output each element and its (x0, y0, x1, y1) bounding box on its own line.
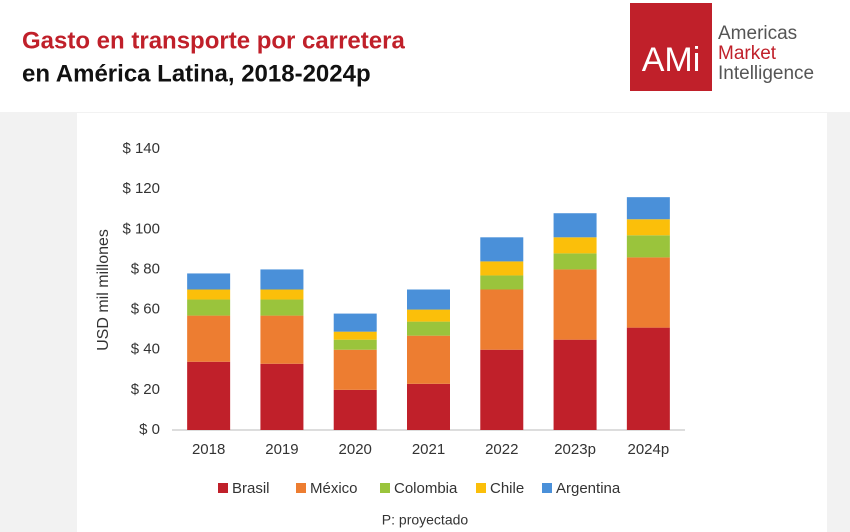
y-tick-label: $ 20 (131, 381, 160, 398)
bar-segment (333, 339, 377, 350)
y-tick-label: $ 40 (131, 341, 160, 358)
x-tick-label: 2019 (265, 441, 298, 458)
legend-label: Argentina (556, 480, 621, 497)
logo-line: Americas (718, 23, 797, 44)
bar-segment (553, 269, 597, 340)
bar-segment (626, 235, 670, 258)
bar-segment (626, 257, 670, 328)
bar-segment (626, 197, 670, 220)
logo-box (630, 3, 712, 91)
bar-segment (187, 299, 231, 316)
bar-segment (407, 289, 450, 310)
bar-segment (407, 335, 450, 384)
x-tick-label: 2023p (554, 441, 596, 458)
bar-segment (333, 313, 377, 332)
legend-swatch (542, 483, 552, 493)
bar-segment (260, 269, 304, 290)
bar-segment (260, 289, 304, 300)
bar-segment (260, 363, 304, 430)
y-axis-label: USD mil millones (95, 229, 112, 351)
logo-mark: AMi (642, 41, 701, 79)
y-tick-label: $ 100 (122, 220, 160, 237)
bar-segment (553, 237, 597, 254)
y-tick-label: $ 0 (139, 421, 160, 438)
legend-swatch (380, 483, 390, 493)
bar-segment (626, 327, 670, 430)
bar-segment (480, 237, 524, 262)
bar-segment (333, 389, 377, 430)
note: P: proyectado (382, 512, 469, 528)
legend-label: México (310, 480, 358, 497)
bar-segment (407, 383, 450, 430)
x-tick-label: 2022 (485, 441, 518, 458)
bar-segment (626, 219, 670, 236)
y-tick-label: $ 120 (122, 180, 160, 197)
bar-segment (407, 321, 450, 336)
bar-segment (553, 213, 597, 238)
bar-segment (553, 253, 597, 270)
logo-line: Intelligence (718, 63, 814, 84)
y-tick-label: $ 60 (131, 301, 160, 318)
bar-segment (187, 315, 231, 362)
legend-label: Brasil (232, 480, 270, 497)
legend-swatch (218, 483, 228, 493)
legend-label: Chile (490, 480, 524, 497)
bar-segment (333, 349, 377, 390)
legend-swatch (476, 483, 486, 493)
bar-segment (260, 299, 304, 316)
x-tick-label: 2020 (339, 441, 372, 458)
bar-segment (187, 273, 231, 290)
x-tick-label: 2021 (412, 441, 445, 458)
legend-swatch (296, 483, 306, 493)
bar-segment (187, 361, 231, 430)
bar-segment (480, 289, 524, 350)
bar-segment (480, 349, 524, 430)
chart-subtitle: en América Latina, 2018-2024p (22, 60, 371, 87)
bar-segment (553, 339, 597, 430)
bar-segment (407, 309, 450, 322)
bar-segment (260, 315, 304, 364)
bar-segment (187, 289, 231, 300)
y-tick-label: $ 140 (122, 140, 160, 157)
legend-label: Colombia (394, 480, 458, 497)
chart-title: Gasto en transporte por carretera (22, 27, 405, 54)
x-tick-label: 2018 (192, 441, 225, 458)
bar-segment (480, 261, 524, 276)
y-tick-label: $ 80 (131, 260, 160, 277)
logo-line: Market (718, 43, 777, 64)
bar-segment (333, 331, 377, 340)
x-tick-label: 2024p (627, 441, 669, 458)
bar-segment (480, 275, 524, 290)
